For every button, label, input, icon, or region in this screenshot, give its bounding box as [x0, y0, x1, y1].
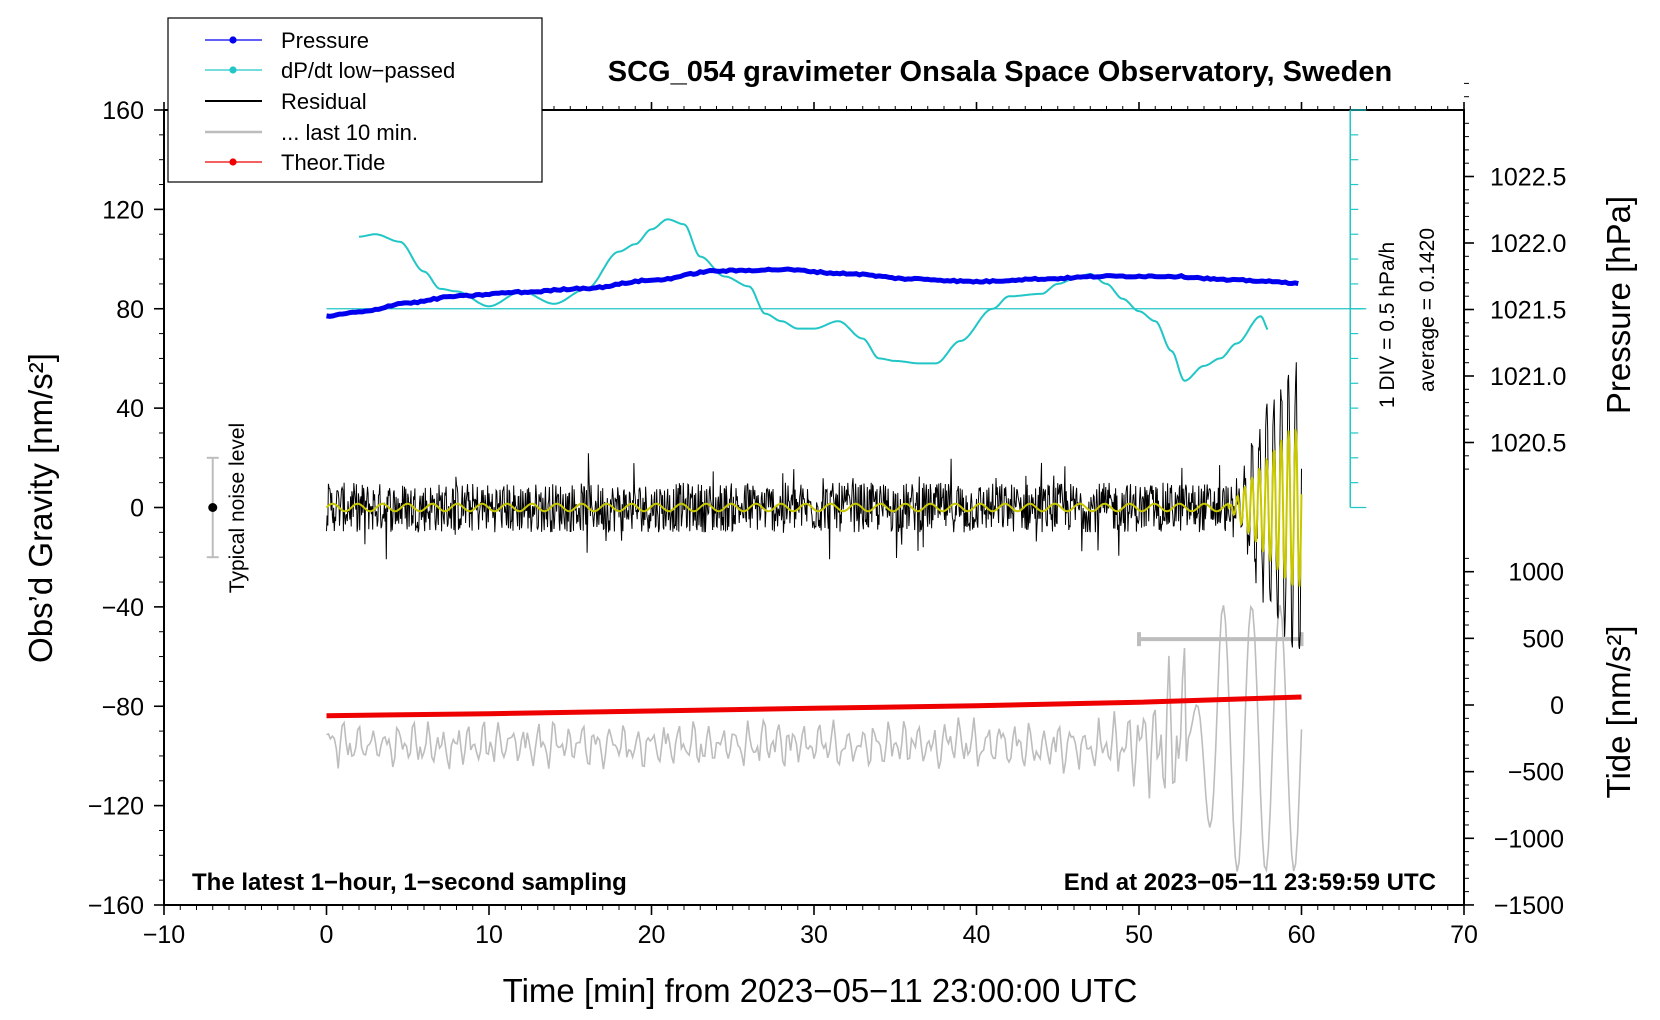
- sampling-note: The latest 1−hour, 1−second sampling: [192, 869, 627, 896]
- series-residual-smooth-line: [325, 429, 1303, 587]
- y-tick-label-gravity: 40: [116, 395, 144, 423]
- series-pressure-line: [326, 266, 1299, 319]
- y-tick-label-gravity: 0: [130, 495, 144, 523]
- end-time-note: End at 2023−05−11 23:59:59 UTC: [1064, 869, 1436, 896]
- y-tick-label-gravity: −80: [102, 693, 144, 721]
- y-axis-title-pressure: Pressure [hPa]: [1600, 196, 1637, 414]
- y-tick-label-tide: 1000: [1508, 559, 1564, 587]
- chart-title: SCG_054 gravimeter Onsala Space Observat…: [608, 56, 1392, 88]
- y-tick-label-pressure: 1022.5: [1490, 164, 1566, 192]
- legend-marker-dpdt: [229, 66, 237, 74]
- x-tick-label: −10: [143, 921, 185, 949]
- legend-item-last10: ... last 10 min.: [205, 120, 418, 145]
- y-tick-label-pressure: 1021.5: [1490, 297, 1566, 325]
- y-tick-label-tide: −1500: [1494, 892, 1564, 920]
- x-tick-label: 60: [1288, 921, 1316, 949]
- y-tick-label-tide: 0: [1550, 692, 1564, 720]
- x-tick-label: 40: [963, 921, 991, 949]
- series-last10-line: [326, 604, 1303, 874]
- y-tick-label-gravity: 160: [102, 97, 144, 125]
- x-tick-label: 10: [475, 921, 503, 949]
- y-tick-label-tide: 500: [1522, 625, 1564, 653]
- series-layer: [206, 109, 1367, 874]
- y-tick-label-tide: −500: [1508, 759, 1564, 787]
- legend-label-dpdt: dP/dt low−passed: [281, 58, 455, 83]
- x-tick-label: 50: [1125, 921, 1153, 949]
- series-dpdt-line: [358, 218, 1269, 382]
- legend: Pressure dP/dt low−passed Residual ... l…: [167, 17, 543, 183]
- dpdt-average-label: average = 0.1420: [1416, 228, 1439, 392]
- legend-label-residual: Residual: [281, 89, 367, 114]
- x-tick-label: 0: [320, 921, 334, 949]
- y-tick-label-gravity: −120: [88, 793, 144, 821]
- legend-marker-tide: [229, 158, 237, 166]
- y-tick-label-pressure: 1022.0: [1490, 230, 1566, 258]
- legend-item-pressure: Pressure: [205, 28, 369, 53]
- y-tick-label-gravity: −160: [88, 892, 144, 920]
- series-tide-line: [326, 694, 1302, 719]
- dpdt-scale-label: 1 DIV = 0.5 hPa/h: [1376, 242, 1399, 408]
- x-tick-label: 70: [1450, 921, 1478, 949]
- legend-label-tide: Theor.Tide: [281, 150, 385, 175]
- x-tick-label: 30: [800, 921, 828, 949]
- legend-item-tide: Theor.Tide: [205, 150, 385, 175]
- y-tick-label-pressure: 1021.0: [1490, 363, 1566, 391]
- y-tick-label-gravity: 120: [102, 196, 144, 224]
- x-axis-title: Time [min] from 2023−05−11 23:00:00 UTC: [503, 972, 1138, 1009]
- legend-label-last10: ... last 10 min.: [281, 120, 418, 145]
- axes-layer: −10 0 10 20 30 40 50 60 70 160 120 80 40 0 −40 −80 −120 −…: [88, 82, 1566, 949]
- y-axis-title-gravity: Obs’d Gravity [nm/s²]: [22, 353, 59, 663]
- legend-item-dpdt: dP/dt low−passed: [205, 58, 455, 83]
- y-tick-label-gravity: −40: [102, 594, 144, 622]
- noise-level-label: Typical noise level: [226, 423, 249, 593]
- y-tick-label-gravity: 80: [116, 296, 144, 324]
- legend-item-residual: Residual: [205, 89, 367, 114]
- series-residual-line: [326, 362, 1302, 649]
- y-axis-title-tide: Tide [nm/s²]: [1600, 626, 1637, 799]
- legend-label-pressure: Pressure: [281, 28, 369, 53]
- y-tick-label-tide: −1000: [1494, 825, 1564, 853]
- legend-marker-pressure: [229, 36, 237, 44]
- y-tick-label-pressure: 1020.5: [1490, 430, 1566, 458]
- noise-bar-center: [208, 503, 218, 512]
- x-tick-label: 20: [638, 921, 666, 949]
